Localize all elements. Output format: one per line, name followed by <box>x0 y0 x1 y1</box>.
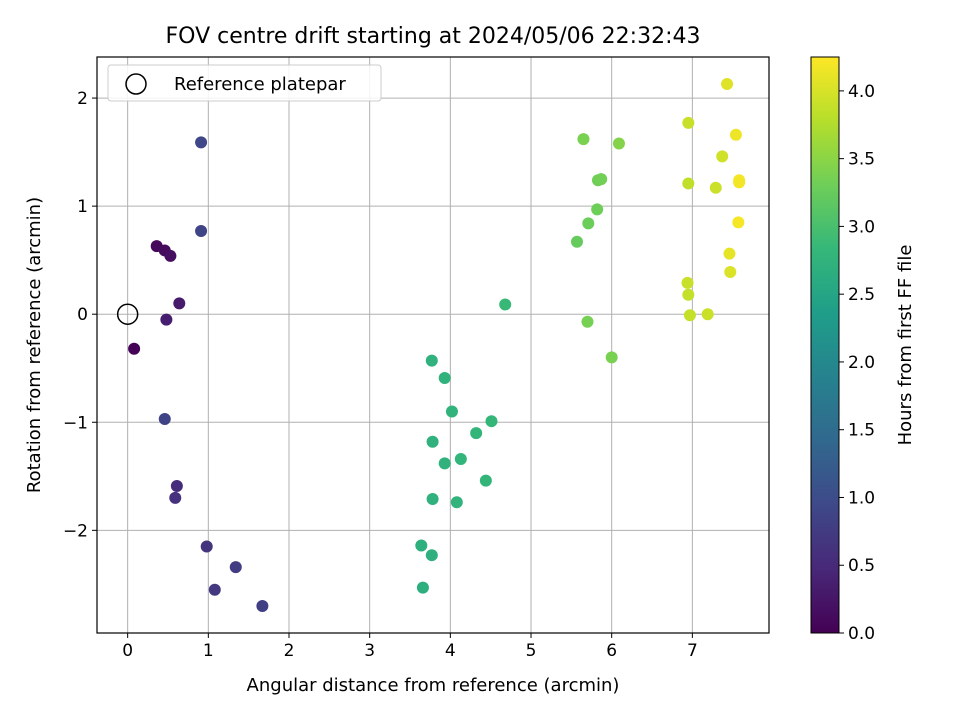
data-point <box>470 427 483 440</box>
data-point <box>612 137 625 150</box>
grid-lines <box>97 57 769 633</box>
data-point <box>709 181 722 194</box>
data-point <box>581 315 594 328</box>
data-point <box>595 173 608 186</box>
data-point <box>445 405 458 418</box>
legend: Reference platepar <box>107 64 382 102</box>
data-point <box>438 371 451 384</box>
data-point <box>454 453 467 466</box>
plot-frame <box>96 56 770 634</box>
legend-marker <box>125 73 147 95</box>
data-point <box>128 342 141 355</box>
data-point <box>681 276 694 289</box>
data-point <box>426 435 439 448</box>
data-point <box>208 583 221 596</box>
x-tick-label: 7 <box>687 641 698 661</box>
data-point <box>200 540 213 553</box>
data-point <box>164 249 177 262</box>
data-point <box>485 415 498 428</box>
colorbar-tick-label: 0.0 <box>848 624 875 644</box>
colorbar-tick-label: 3.5 <box>848 150 875 170</box>
data-point <box>438 457 451 470</box>
data-point <box>170 480 183 493</box>
colorbar-tick-label: 1.0 <box>848 488 875 508</box>
data-points <box>128 78 746 612</box>
plot-area: 0 1 2 3 4 5 6 7 −2 −1 0 1 2 <box>63 56 770 661</box>
y-tick-label: −1 <box>63 413 88 433</box>
x-tick-label: 2 <box>284 641 295 661</box>
data-point <box>195 224 208 237</box>
data-point <box>733 176 746 189</box>
colorbar-tick-label: 4.0 <box>848 82 875 102</box>
data-point <box>499 298 512 311</box>
data-point <box>729 128 742 141</box>
colorbar-ticks: 0.0 0.5 1.0 1.5 2.0 2.5 3.0 3.5 4.0 <box>839 82 875 644</box>
reference-marker <box>116 303 139 325</box>
y-axis-label: Rotation from reference (arcmin) <box>24 197 45 493</box>
legend-box <box>107 64 382 102</box>
colorbar-label: Hours from first FF file <box>895 245 916 446</box>
data-point <box>577 133 590 146</box>
colorbar-tick-label: 0.5 <box>848 556 875 576</box>
legend-label: Reference platepar <box>174 74 346 95</box>
x-tick-label: 6 <box>606 641 617 661</box>
data-point <box>682 288 695 301</box>
x-axis-label: Angular distance from reference (arcmin) <box>247 675 620 696</box>
x-tick-label: 1 <box>203 641 214 661</box>
y-tick-label: 2 <box>77 89 88 109</box>
colorbar-tick-label: 3.0 <box>848 217 875 237</box>
chart-title: FOV centre drift starting at 2024/05/06 … <box>166 24 701 49</box>
data-point <box>716 150 729 163</box>
colorbar: 0.0 0.5 1.0 1.5 2.0 2.5 3.0 3.5 4.0 Hours from f… <box>810 56 916 644</box>
data-point <box>721 78 734 91</box>
colorbar-bar <box>810 56 840 634</box>
data-point <box>229 561 242 574</box>
x-tick-label: 3 <box>364 641 375 661</box>
data-point <box>591 203 604 216</box>
data-point <box>426 492 439 505</box>
y-tick-label: 0 <box>77 305 88 325</box>
x-tick-label: 0 <box>122 641 133 661</box>
data-point <box>571 235 583 248</box>
data-point <box>732 216 745 229</box>
data-point <box>173 297 186 310</box>
data-point <box>169 491 182 504</box>
data-point <box>701 308 714 321</box>
data-point <box>195 136 208 149</box>
colorbar-tick-label: 2.5 <box>848 285 875 305</box>
data-point <box>724 266 737 279</box>
data-point <box>682 177 695 190</box>
colorbar-tick-label: 1.5 <box>848 421 875 441</box>
y-axis-ticks: −2 −1 0 1 2 <box>63 89 97 541</box>
data-point <box>425 354 438 367</box>
data-point <box>256 599 269 612</box>
data-point <box>415 539 428 552</box>
data-point <box>605 351 618 364</box>
data-point <box>160 313 173 326</box>
x-axis-ticks: 0 1 2 3 4 5 6 7 <box>122 633 698 661</box>
colorbar-tick-label: 2.0 <box>848 353 875 373</box>
x-tick-label: 5 <box>526 641 537 661</box>
plot-background <box>97 57 769 633</box>
x-tick-label: 4 <box>445 641 456 661</box>
y-tick-label: −2 <box>63 521 88 541</box>
data-point <box>723 247 736 260</box>
data-point <box>582 217 595 230</box>
data-point <box>683 309 696 322</box>
y-tick-label: 1 <box>77 197 88 217</box>
data-point <box>425 549 438 562</box>
data-point <box>416 581 429 594</box>
data-point <box>450 496 463 509</box>
data-point <box>479 474 492 487</box>
data-point <box>682 116 695 129</box>
data-point <box>158 413 171 426</box>
